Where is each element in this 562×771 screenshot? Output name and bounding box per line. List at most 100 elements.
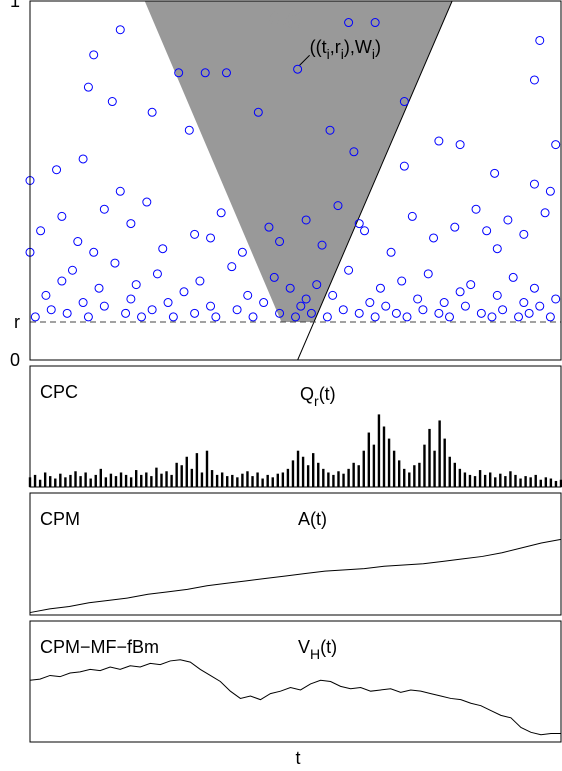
scatter-point (344, 18, 354, 28)
scatter-point (107, 97, 117, 107)
spike (94, 474, 97, 487)
scatter-point (41, 290, 51, 300)
spike (256, 472, 259, 487)
scatter-point (381, 301, 391, 311)
spike (84, 472, 87, 487)
scatter-point (110, 258, 120, 268)
scatter-point (482, 226, 492, 236)
scatter-point (434, 308, 444, 318)
spike (43, 472, 47, 487)
panel-frame (29, 492, 562, 616)
scatter-point (115, 186, 125, 196)
scatter-point (291, 312, 300, 322)
scatter-point (168, 312, 178, 322)
scatter-point (83, 312, 93, 322)
scatter-point (293, 64, 303, 74)
spike (322, 468, 325, 487)
series-label-part: H (310, 646, 320, 662)
scatter-point (147, 107, 157, 117)
spike (89, 478, 92, 487)
scatter-point (471, 204, 481, 214)
series-label-part: A(t) (298, 509, 327, 529)
spike (251, 476, 254, 487)
series-label-part: (t) (320, 637, 337, 657)
scatter-point (30, 312, 40, 322)
annotation-part: ((t (310, 37, 327, 57)
scatter-point (344, 265, 354, 275)
spike (534, 474, 537, 487)
scatter-point (460, 301, 470, 311)
scatter-point (399, 161, 409, 171)
scatter-point (492, 244, 502, 254)
spike (104, 477, 108, 487)
panel-title-part: (t) (286, 8, 303, 28)
scatter-point (211, 312, 221, 322)
spike (64, 477, 67, 487)
spike (200, 472, 204, 487)
spike (301, 456, 305, 487)
spike (347, 468, 350, 487)
scatter-point (99, 301, 109, 311)
scatter-point (174, 68, 184, 78)
scatter-point (413, 294, 423, 304)
spike (499, 473, 502, 487)
scatter-point (259, 298, 269, 308)
y-tick-label: 0 (10, 350, 20, 370)
spike (392, 450, 396, 487)
spike (418, 462, 421, 487)
series-label-part: Q (300, 384, 314, 404)
scatter-point (402, 312, 412, 322)
spike (59, 473, 62, 487)
spike (529, 477, 532, 487)
spike (489, 472, 492, 487)
series-line (29, 659, 561, 736)
spike (236, 477, 239, 487)
scatter-point (73, 237, 83, 247)
spike (150, 476, 153, 487)
scatter-point (444, 312, 454, 322)
spike (519, 478, 522, 487)
scatter-point (529, 283, 539, 293)
spike (124, 474, 128, 487)
scatter-point (333, 201, 343, 211)
scatter-point (36, 226, 46, 236)
spike (438, 420, 441, 487)
annotation-part: i (372, 46, 375, 62)
spike (443, 438, 446, 487)
scatter-point (190, 229, 200, 239)
spike (215, 474, 219, 487)
spike (478, 470, 482, 487)
scatter-point (429, 233, 439, 243)
scatter-point (158, 244, 168, 254)
spike (160, 473, 163, 487)
scatter-point (514, 312, 524, 322)
scatter-point (317, 240, 327, 250)
spike (468, 474, 472, 487)
spike (403, 468, 406, 487)
scatter-point (434, 136, 444, 146)
scatter-point (545, 312, 555, 322)
spike (413, 465, 416, 487)
spike (261, 478, 264, 487)
spike (473, 476, 477, 487)
spike (387, 438, 391, 487)
scatter-point (360, 226, 370, 236)
scatter-point (184, 125, 194, 135)
cone-fill (144, 1, 453, 322)
scatter-point (370, 18, 380, 28)
spike (504, 476, 507, 487)
spike (423, 444, 426, 487)
series-label-part: V (298, 637, 310, 657)
scatter-point (137, 312, 147, 322)
spike (332, 474, 335, 487)
scatter-point (52, 165, 62, 175)
spike (140, 474, 143, 487)
panel-title: CPM−MF−fBm (40, 637, 159, 657)
scatter-point (551, 140, 561, 150)
scatter-point (466, 280, 476, 290)
spike (226, 476, 229, 487)
scatter-point (498, 305, 508, 315)
spike (554, 480, 558, 487)
scatter-point (83, 82, 93, 92)
scatter-point (296, 301, 306, 311)
